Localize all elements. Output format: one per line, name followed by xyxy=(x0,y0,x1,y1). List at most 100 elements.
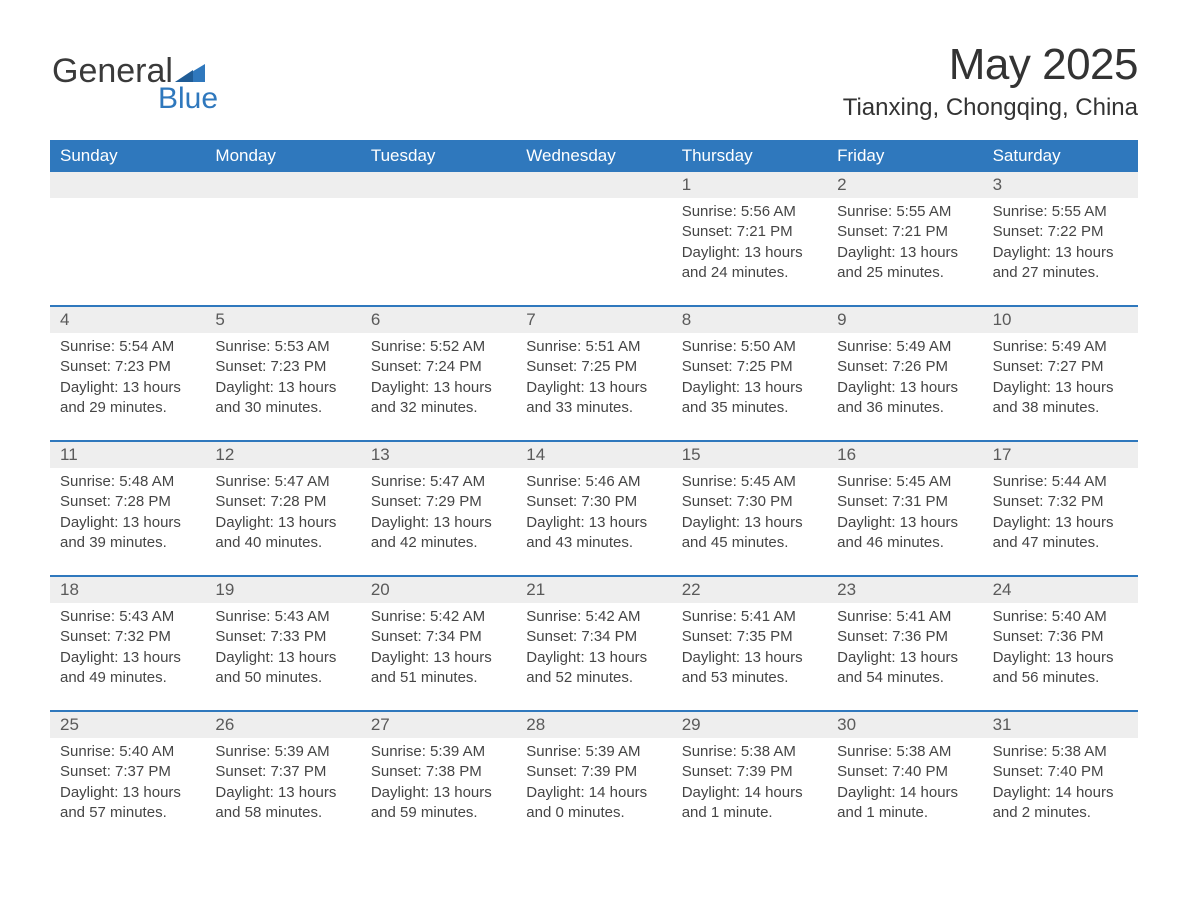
day-content-cell: Sunrise: 5:40 AMSunset: 7:36 PMDaylight:… xyxy=(983,603,1138,710)
sunrise-text: Sunrise: 5:42 AM xyxy=(526,607,661,627)
day-number-row: 45678910 xyxy=(50,307,1138,333)
day-number-cell: 7 xyxy=(516,307,671,333)
day-number-cell: 4 xyxy=(50,307,205,333)
sunrise-text: Sunrise: 5:43 AM xyxy=(60,607,195,627)
sunset-text: Sunset: 7:31 PM xyxy=(837,492,972,512)
day-content-cell: Sunrise: 5:39 AMSunset: 7:39 PMDaylight:… xyxy=(516,738,671,845)
day-number-cell: 21 xyxy=(516,577,671,603)
day-content-cell xyxy=(516,198,671,305)
sunset-text: Sunset: 7:37 PM xyxy=(60,762,195,782)
sunset-text: Sunset: 7:25 PM xyxy=(526,357,661,377)
daylight-text: Daylight: 13 hours and 32 minutes. xyxy=(371,378,506,419)
day-number-cell xyxy=(361,172,516,198)
daylight-text: Daylight: 13 hours and 51 minutes. xyxy=(371,648,506,689)
sunrise-text: Sunrise: 5:44 AM xyxy=(993,472,1128,492)
day-content-cell: Sunrise: 5:38 AMSunset: 7:40 PMDaylight:… xyxy=(827,738,982,845)
day-content-cell: Sunrise: 5:45 AMSunset: 7:31 PMDaylight:… xyxy=(827,468,982,575)
daylight-text: Daylight: 14 hours and 1 minute. xyxy=(837,783,972,824)
sunrise-text: Sunrise: 5:42 AM xyxy=(371,607,506,627)
sunset-text: Sunset: 7:34 PM xyxy=(371,627,506,647)
day-content-cell: Sunrise: 5:48 AMSunset: 7:28 PMDaylight:… xyxy=(50,468,205,575)
daylight-text: Daylight: 13 hours and 24 minutes. xyxy=(682,243,817,284)
daylight-text: Daylight: 14 hours and 2 minutes. xyxy=(993,783,1128,824)
day-number-cell: 19 xyxy=(205,577,360,603)
day-content-cell: Sunrise: 5:42 AMSunset: 7:34 PMDaylight:… xyxy=(361,603,516,710)
sunset-text: Sunset: 7:28 PM xyxy=(60,492,195,512)
logo-word2: Blue xyxy=(158,84,218,114)
day-content-cell: Sunrise: 5:47 AMSunset: 7:28 PMDaylight:… xyxy=(205,468,360,575)
sunset-text: Sunset: 7:32 PM xyxy=(993,492,1128,512)
sunset-text: Sunset: 7:26 PM xyxy=(837,357,972,377)
weekday-header: Tuesday xyxy=(361,140,516,172)
daylight-text: Daylight: 13 hours and 38 minutes. xyxy=(993,378,1128,419)
day-number-cell: 3 xyxy=(983,172,1138,198)
sunset-text: Sunset: 7:27 PM xyxy=(993,357,1128,377)
week-block: 11121314151617Sunrise: 5:48 AMSunset: 7:… xyxy=(50,440,1138,575)
day-content-cell: Sunrise: 5:50 AMSunset: 7:25 PMDaylight:… xyxy=(672,333,827,440)
daylight-text: Daylight: 13 hours and 59 minutes. xyxy=(371,783,506,824)
day-number-cell xyxy=(205,172,360,198)
day-number-row: 123 xyxy=(50,172,1138,198)
day-number-cell: 18 xyxy=(50,577,205,603)
sunset-text: Sunset: 7:21 PM xyxy=(837,222,972,242)
sunrise-text: Sunrise: 5:39 AM xyxy=(371,742,506,762)
day-content-row: Sunrise: 5:48 AMSunset: 7:28 PMDaylight:… xyxy=(50,468,1138,575)
day-number-cell: 27 xyxy=(361,712,516,738)
daylight-text: Daylight: 13 hours and 36 minutes. xyxy=(837,378,972,419)
daylight-text: Daylight: 14 hours and 1 minute. xyxy=(682,783,817,824)
daylight-text: Daylight: 13 hours and 40 minutes. xyxy=(215,513,350,554)
day-number-cell: 1 xyxy=(672,172,827,198)
sunrise-text: Sunrise: 5:39 AM xyxy=(215,742,350,762)
sunrise-text: Sunrise: 5:54 AM xyxy=(60,337,195,357)
day-number-cell: 24 xyxy=(983,577,1138,603)
sunrise-text: Sunrise: 5:41 AM xyxy=(837,607,972,627)
day-number-cell: 26 xyxy=(205,712,360,738)
day-number-cell: 25 xyxy=(50,712,205,738)
day-number-cell: 6 xyxy=(361,307,516,333)
sunrise-text: Sunrise: 5:56 AM xyxy=(682,202,817,222)
week-block: 123Sunrise: 5:56 AMSunset: 7:21 PMDaylig… xyxy=(50,172,1138,305)
day-content-cell: Sunrise: 5:43 AMSunset: 7:33 PMDaylight:… xyxy=(205,603,360,710)
sunset-text: Sunset: 7:30 PM xyxy=(682,492,817,512)
weekday-header-row: SundayMondayTuesdayWednesdayThursdayFrid… xyxy=(50,140,1138,172)
sunrise-text: Sunrise: 5:38 AM xyxy=(682,742,817,762)
sunrise-text: Sunrise: 5:45 AM xyxy=(682,472,817,492)
sunrise-text: Sunrise: 5:45 AM xyxy=(837,472,972,492)
week-block: 25262728293031Sunrise: 5:40 AMSunset: 7:… xyxy=(50,710,1138,845)
day-content-cell xyxy=(205,198,360,305)
sunset-text: Sunset: 7:29 PM xyxy=(371,492,506,512)
day-content-cell xyxy=(361,198,516,305)
day-content-cell: Sunrise: 5:52 AMSunset: 7:24 PMDaylight:… xyxy=(361,333,516,440)
sunrise-text: Sunrise: 5:47 AM xyxy=(371,472,506,492)
day-content-cell: Sunrise: 5:49 AMSunset: 7:27 PMDaylight:… xyxy=(983,333,1138,440)
sunrise-text: Sunrise: 5:49 AM xyxy=(993,337,1128,357)
daylight-text: Daylight: 13 hours and 42 minutes. xyxy=(371,513,506,554)
sunset-text: Sunset: 7:39 PM xyxy=(682,762,817,782)
sunset-text: Sunset: 7:39 PM xyxy=(526,762,661,782)
sunset-text: Sunset: 7:36 PM xyxy=(837,627,972,647)
day-number-cell xyxy=(516,172,671,198)
daylight-text: Daylight: 13 hours and 52 minutes. xyxy=(526,648,661,689)
sunset-text: Sunset: 7:32 PM xyxy=(60,627,195,647)
day-content-cell: Sunrise: 5:44 AMSunset: 7:32 PMDaylight:… xyxy=(983,468,1138,575)
sunset-text: Sunset: 7:37 PM xyxy=(215,762,350,782)
sunrise-text: Sunrise: 5:55 AM xyxy=(837,202,972,222)
day-number-cell xyxy=(50,172,205,198)
day-number-cell: 8 xyxy=(672,307,827,333)
week-block: 18192021222324Sunrise: 5:43 AMSunset: 7:… xyxy=(50,575,1138,710)
day-content-row: Sunrise: 5:40 AMSunset: 7:37 PMDaylight:… xyxy=(50,738,1138,845)
day-content-cell: Sunrise: 5:41 AMSunset: 7:36 PMDaylight:… xyxy=(827,603,982,710)
day-content-cell: Sunrise: 5:55 AMSunset: 7:22 PMDaylight:… xyxy=(983,198,1138,305)
daylight-text: Daylight: 13 hours and 58 minutes. xyxy=(215,783,350,824)
sunrise-text: Sunrise: 5:39 AM xyxy=(526,742,661,762)
daylight-text: Daylight: 13 hours and 25 minutes. xyxy=(837,243,972,284)
sunrise-text: Sunrise: 5:38 AM xyxy=(993,742,1128,762)
day-content-cell: Sunrise: 5:42 AMSunset: 7:34 PMDaylight:… xyxy=(516,603,671,710)
day-number-row: 11121314151617 xyxy=(50,442,1138,468)
daylight-text: Daylight: 13 hours and 56 minutes. xyxy=(993,648,1128,689)
sunset-text: Sunset: 7:40 PM xyxy=(837,762,972,782)
sunset-text: Sunset: 7:30 PM xyxy=(526,492,661,512)
daylight-text: Daylight: 13 hours and 33 minutes. xyxy=(526,378,661,419)
day-content-cell: Sunrise: 5:47 AMSunset: 7:29 PMDaylight:… xyxy=(361,468,516,575)
daylight-text: Daylight: 14 hours and 0 minutes. xyxy=(526,783,661,824)
